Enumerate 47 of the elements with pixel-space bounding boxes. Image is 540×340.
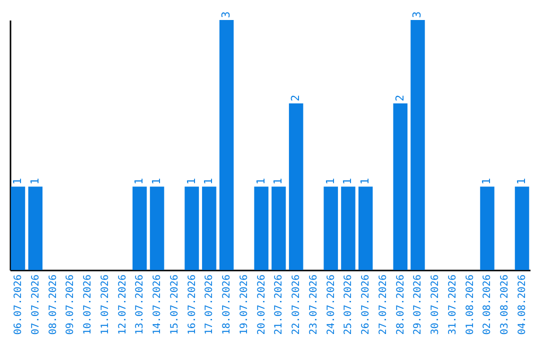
x-tick-label: 28.07.2026	[395, 274, 406, 335]
x-tick-label: 19.07.2026	[238, 274, 250, 335]
data-label: 2	[393, 94, 406, 102]
x-tick-label: 14.07.2026	[152, 274, 164, 335]
x-tick-label: 21.07.2026	[274, 274, 285, 335]
x-tick-label: 16.07.2026	[186, 274, 198, 335]
x-tick-label: 20.07.2026	[256, 274, 268, 335]
data-label: 1	[150, 178, 164, 185]
x-tick-label: 15.07.2026	[169, 274, 180, 335]
data-label: 2	[289, 94, 302, 102]
x-tick-label: 07.07.2026	[30, 274, 42, 335]
data-label: 3	[220, 11, 233, 18]
x-tick-label: 13.07.2026	[134, 274, 146, 335]
x-tick-label: 29.07.2026	[412, 274, 424, 335]
data-label: 3	[410, 11, 424, 18]
data-label: 1	[184, 178, 198, 185]
x-tick-label: 31.07.2026	[447, 274, 458, 335]
x-tick-label: 26.07.2026	[360, 274, 372, 335]
data-label: 1	[515, 178, 528, 185]
x-tick-label: 09.07.2026	[65, 274, 76, 335]
data-label: 1	[341, 178, 354, 185]
x-tick-label: 18.07.2026	[222, 274, 233, 335]
x-tick-label: 25.07.2026	[343, 274, 354, 335]
x-tick-label: 01.08.2026	[464, 274, 476, 335]
data-label: 1	[132, 178, 146, 185]
x-tick-label: 02.08.2026	[482, 274, 494, 335]
data-label: 1	[480, 178, 494, 185]
data-label: 1	[28, 178, 42, 185]
data-label: 1	[272, 178, 285, 185]
data-label: 1	[202, 178, 216, 185]
data-label: 1	[358, 178, 372, 185]
data-label: 1	[10, 178, 24, 185]
data-label: 1	[324, 178, 337, 185]
x-tick-label: 24.07.2026	[326, 274, 337, 335]
x-tick-label: 12.07.2026	[117, 274, 128, 335]
x-tick-label: 04.08.2026	[517, 274, 528, 335]
x-tick-label: 27.07.2026	[378, 274, 389, 335]
x-tick-label: 08.07.2026	[48, 274, 59, 335]
x-tick-label: 23.07.2026	[308, 274, 320, 335]
x-tick-label: 30.07.2026	[430, 274, 442, 335]
x-tick-label: 06.07.2026	[12, 274, 24, 335]
x-tick-label: 03.08.2026	[500, 274, 511, 335]
x-tick-label: 11.07.2026	[100, 274, 111, 335]
x-tick-label: 17.07.2026	[204, 274, 216, 335]
data-label: 1	[254, 178, 268, 185]
x-tick-label: 10.07.2026	[82, 274, 94, 335]
x-tick-label: 22.07.2026	[291, 274, 302, 335]
